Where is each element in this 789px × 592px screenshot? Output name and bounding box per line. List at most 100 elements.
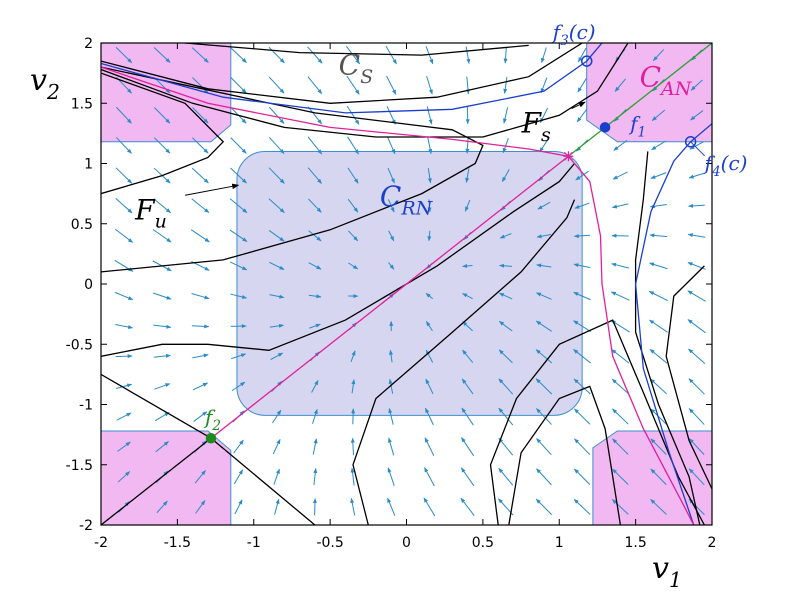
- vector-arrow: [308, 262, 322, 270]
- region-label: CAN: [640, 61, 693, 100]
- vector-arrow: [388, 262, 395, 270]
- y-tick-label: 1.5: [71, 96, 93, 112]
- vector-arrow: [156, 500, 168, 514]
- vector-arrow: [498, 349, 513, 364]
- vector-arrow: [268, 198, 285, 213]
- vector-arrow: [229, 229, 248, 242]
- y-tick-label: -1.5: [66, 458, 93, 474]
- trajectories-layer: [101, 43, 712, 525]
- trajectory-blue-upper: [101, 43, 603, 114]
- vector-arrow: [347, 136, 359, 155]
- vector-arrow: [536, 438, 552, 456]
- vector-arrow: [536, 468, 552, 486]
- vector-arrow: [573, 408, 591, 425]
- vector-arrow: [539, 138, 549, 153]
- vector-arrow: [426, 76, 433, 95]
- vector-arrow: [307, 136, 323, 155]
- vector-arrow: [573, 378, 591, 395]
- vector-arrow: [230, 137, 247, 154]
- vector-arrow: [612, 468, 629, 485]
- vector-arrow: [688, 172, 705, 179]
- vector-arrow: [309, 323, 321, 329]
- vector-arrow: [233, 469, 244, 485]
- manifold-arrow: [571, 101, 586, 109]
- vector-arrow: [573, 498, 591, 515]
- vector-arrow: [192, 353, 209, 359]
- trajectory-diagonal-black: [101, 163, 575, 357]
- x-tick-label: 1.5: [624, 535, 646, 551]
- vector-arrow: [115, 354, 133, 359]
- x-tick-label: 1: [555, 535, 564, 551]
- vector-arrow: [611, 499, 629, 515]
- vector-arrow: [650, 468, 667, 485]
- vector-arrow: [268, 76, 285, 94]
- vector-arrow: [650, 498, 667, 515]
- vector-arrow: [386, 75, 397, 95]
- vector-arrow: [426, 106, 433, 125]
- trajectory-right-1: [352, 199, 576, 525]
- vector-arrow: [536, 408, 552, 425]
- vector-arrow: [427, 137, 433, 155]
- vector-arrow: [350, 497, 356, 516]
- vector-arrow: [501, 169, 510, 183]
- vector-arrow: [573, 263, 591, 269]
- vector-arrow: [114, 228, 134, 243]
- vector-arrow: [464, 199, 471, 212]
- y-tick-label: -2: [79, 518, 93, 534]
- vector-arrow: [153, 137, 171, 154]
- vector-arrow: [115, 197, 133, 214]
- vector-arrow: [465, 46, 471, 65]
- vector-arrow: [312, 438, 318, 455]
- vector-arrow: [229, 198, 248, 214]
- y-tick-label: -1: [79, 398, 93, 414]
- vector-arrow: [308, 230, 322, 242]
- vector-arrow: [502, 138, 509, 154]
- vector-arrow: [612, 438, 629, 455]
- vector-arrow: [652, 49, 665, 62]
- vector-arrow: [388, 378, 394, 394]
- vector-arrow: [387, 167, 395, 184]
- vector-arrow: [153, 324, 172, 329]
- vector-arrow: [612, 171, 628, 180]
- region-label: CRN: [380, 180, 434, 219]
- fixed-point-marker: [580, 55, 593, 67]
- ticks-layer: -2 -1.5 -1 -0.5 0 0.5 1 1.5 2 -2 -1.5 -1 -0.5 0 0.5 1 1.…: [66, 36, 717, 551]
- vector-arrow: [230, 47, 247, 63]
- vector-arrow: [388, 230, 395, 242]
- vector-arrow: [461, 407, 474, 426]
- vector-arrow: [462, 292, 473, 300]
- trajectory-upper-3: [184, 43, 529, 56]
- vector-arrow: [115, 167, 133, 184]
- vector-arrow: [503, 107, 509, 124]
- vector-arrow: [192, 107, 209, 124]
- vector-arrow: [230, 293, 248, 299]
- vector-arrow: [387, 467, 395, 486]
- vector-arrow: [154, 107, 171, 124]
- vector-arrow: [307, 76, 323, 95]
- trajectory-left-mid: [101, 66, 484, 273]
- saddle-star-marker: [563, 151, 574, 162]
- vector-arrow: [460, 467, 475, 487]
- vector-arrow: [498, 437, 514, 456]
- vector-arrow: [116, 383, 133, 390]
- vector-arrow: [115, 323, 134, 329]
- vector-arrow: [573, 349, 592, 364]
- vector-arrow: [573, 234, 591, 239]
- x-tick-label: -1.5: [164, 535, 191, 551]
- fixed-point-marker: [684, 136, 697, 148]
- vector-arrow: [307, 167, 322, 184]
- vector-arrow: [687, 290, 706, 302]
- vector-arrow: [388, 407, 394, 425]
- region-top-left: [101, 43, 232, 143]
- vector-arrow: [614, 78, 627, 92]
- vector-arrow: [687, 319, 706, 334]
- vector-arrow: [191, 47, 209, 63]
- x-tick-label: 0.5: [472, 535, 494, 551]
- vector-arrow: [347, 198, 359, 213]
- vector-arrow: [577, 47, 587, 63]
- trajectory-f2-lower: [101, 437, 212, 525]
- vector-arrow: [574, 468, 591, 485]
- vector-arrow: [117, 471, 131, 483]
